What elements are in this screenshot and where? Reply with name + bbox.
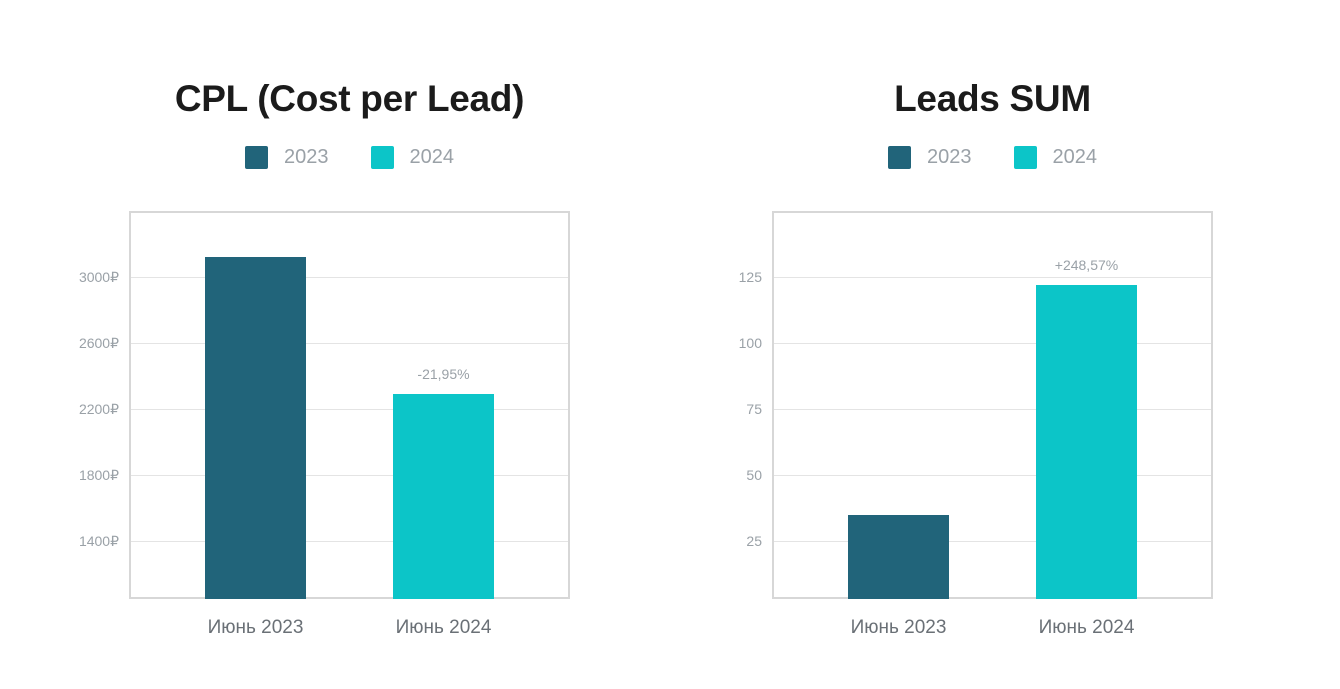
legend-swatch-2024 xyxy=(370,146,394,169)
x-category-label: Июнь 2024 xyxy=(395,617,492,638)
legend-label: 2024 xyxy=(1052,146,1098,168)
gridline-50 xyxy=(772,474,1213,476)
change-annotation: -21,95% xyxy=(417,366,470,383)
y-tick-label: 75 xyxy=(746,401,762,417)
x-category-label: Июнь 2023 xyxy=(850,617,947,638)
plot-border xyxy=(772,211,1213,599)
plot-border xyxy=(129,211,570,599)
legend-item-2024: 2024 xyxy=(1013,146,1098,169)
gridline-2600 xyxy=(129,342,570,344)
legend-item-2024: 2024 xyxy=(370,146,455,169)
legend-swatch-2023 xyxy=(245,146,268,169)
legend-swatch-2024 xyxy=(1013,146,1037,169)
change-annotation: +248,57% xyxy=(1054,256,1119,273)
gridline-75 xyxy=(772,408,1213,410)
legend-item-2023: 2023 xyxy=(245,146,329,169)
legend-label: 2024 xyxy=(409,146,455,168)
gridline-2200 xyxy=(129,408,570,410)
gridline-100 xyxy=(772,342,1213,344)
bar-2023 xyxy=(205,257,306,599)
y-tick-label: 125 xyxy=(738,269,762,285)
y-tick-label: 3000₽ xyxy=(78,269,119,285)
y-tick-label: 2600₽ xyxy=(78,335,119,351)
legend-item-2023: 2023 xyxy=(888,146,972,169)
plot-area: 1400₽ 1800₽ 2200₽ 2600₽ 3000₽ Июнь 2023 -21,95… xyxy=(79,211,570,638)
bar-2023 xyxy=(848,514,949,599)
chart-title: Leads SUM xyxy=(894,78,1091,119)
x-category-label: Июнь 2024 xyxy=(1038,617,1135,638)
gridline-3000 xyxy=(129,276,570,278)
x-category-label: Июнь 2023 xyxy=(207,617,304,638)
y-tick-label: 100 xyxy=(738,335,762,351)
legend-label: 2023 xyxy=(927,146,972,168)
gridline-25 xyxy=(772,540,1213,542)
bar-2024 xyxy=(1036,284,1137,599)
y-tick-label: 1800₽ xyxy=(78,467,119,483)
legend: 2023 2024 xyxy=(772,146,1213,169)
bar-2024 xyxy=(393,394,494,599)
plot-area: 25 50 75 100 125 Июнь 2023 +248,57% Июнь 2024 xyxy=(739,211,1213,638)
y-tick-label: 25 xyxy=(746,533,762,549)
legend: 2023 2024 xyxy=(129,146,570,169)
gridline-1800 xyxy=(129,474,570,476)
y-tick-label: 1400₽ xyxy=(78,533,119,549)
legend-swatch-2023 xyxy=(888,146,911,169)
legend-label: 2023 xyxy=(284,146,329,168)
chart-cpl: CPL (Cost per Lead) 2023 2024 1400₽ 1800₽ 2… xyxy=(79,0,570,689)
gridline-1400 xyxy=(129,540,570,542)
y-tick-label: 2200₽ xyxy=(78,401,119,417)
y-tick-label: 50 xyxy=(746,467,762,483)
chart-leads-sum: Leads SUM 2023 2024 25 50 75 100 125 Июнь 2023… xyxy=(739,0,1213,689)
chart-title: CPL (Cost per Lead) xyxy=(174,78,525,119)
gridline-125 xyxy=(772,276,1213,278)
